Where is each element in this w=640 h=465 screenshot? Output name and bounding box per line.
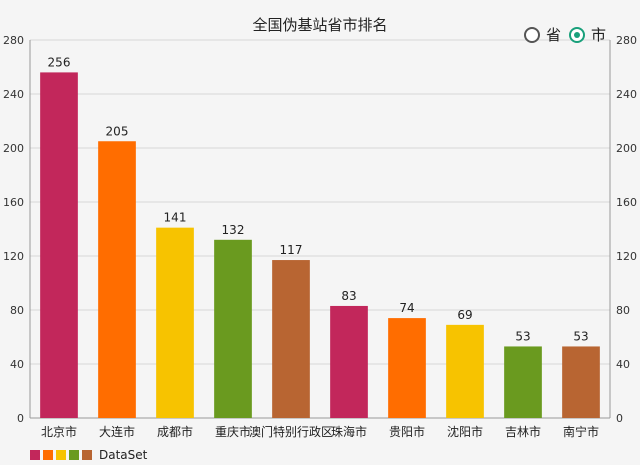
y-tick-label-left: 80 [10,304,24,317]
x-tick-label: 珠海市 [331,424,367,439]
x-tick-label: 南宁市 [563,424,599,439]
legend-swatch [69,450,79,460]
radio-city-circle[interactable] [569,26,586,43]
legend-swatch [82,450,92,460]
bar-value-label: 256 [48,55,71,69]
bar[interactable] [330,305,368,418]
bar[interactable] [98,141,136,418]
y-tick-label-left: 0 [17,412,24,425]
y-tick-label-right: 280 [616,34,637,47]
bar[interactable] [40,72,78,419]
radio-province[interactable]: 省 [524,24,561,45]
legend-swatch [43,450,53,460]
x-tick-label: 沈阳市 [447,424,483,439]
y-tick-label-left: 120 [3,250,24,263]
bar[interactable] [504,346,542,418]
legend: DataSet [30,448,147,462]
radio-city[interactable]: 市 [569,24,606,45]
y-tick-label-right: 40 [616,358,630,371]
bar[interactable] [156,227,194,418]
y-tick-label-right: 200 [616,142,637,155]
legend-label: DataSet [99,448,148,462]
legend-swatch [56,450,66,460]
y-tick-label-left: 280 [3,34,24,47]
bar[interactable] [214,239,252,418]
x-tick-label: 重庆市 [215,424,251,439]
y-tick-label-left: 40 [10,358,24,371]
y-tick-label-left: 200 [3,142,24,155]
x-tick-label: 吉林市 [505,424,541,439]
x-tick-label: 大连市 [99,424,135,439]
province-city-toggle: 省 市 [524,24,614,45]
x-tick-label: 成都市 [157,424,193,439]
bar-value-label: 69 [457,308,472,322]
bar-value-label: 132 [222,223,245,237]
legend-swatch [30,450,40,460]
radio-province-circle[interactable] [524,26,540,43]
bar-value-label: 141 [164,211,187,225]
bar[interactable] [388,318,426,418]
bar[interactable] [272,260,310,418]
bar-value-label: 117 [280,243,303,257]
y-tick-label-right: 0 [616,412,623,425]
y-tick-label-right: 160 [616,196,637,209]
x-tick-label: 北京市 [41,424,77,439]
y-tick-label-left: 240 [3,88,24,101]
radio-province-label: 省 [546,26,562,44]
y-tick-label-left: 160 [3,196,24,209]
y-tick-label-right: 80 [616,304,630,317]
bar-value-label: 83 [341,289,356,303]
bar[interactable] [562,346,600,418]
bar-value-label: 53 [573,329,588,343]
x-tick-label: 贵阳市 [389,424,425,439]
chart-title: 全国伪基站省市排名 [252,16,388,34]
bar-value-label: 205 [106,124,129,138]
bar-value-label: 74 [399,301,414,315]
y-tick-label-right: 120 [616,250,637,263]
bar[interactable] [446,324,484,418]
y-tick-label-right: 240 [616,88,637,101]
radio-city-label: 市 [591,26,607,44]
x-tick-label: 澳门特别行政区 [249,424,333,439]
bar-value-label: 53 [515,329,530,343]
